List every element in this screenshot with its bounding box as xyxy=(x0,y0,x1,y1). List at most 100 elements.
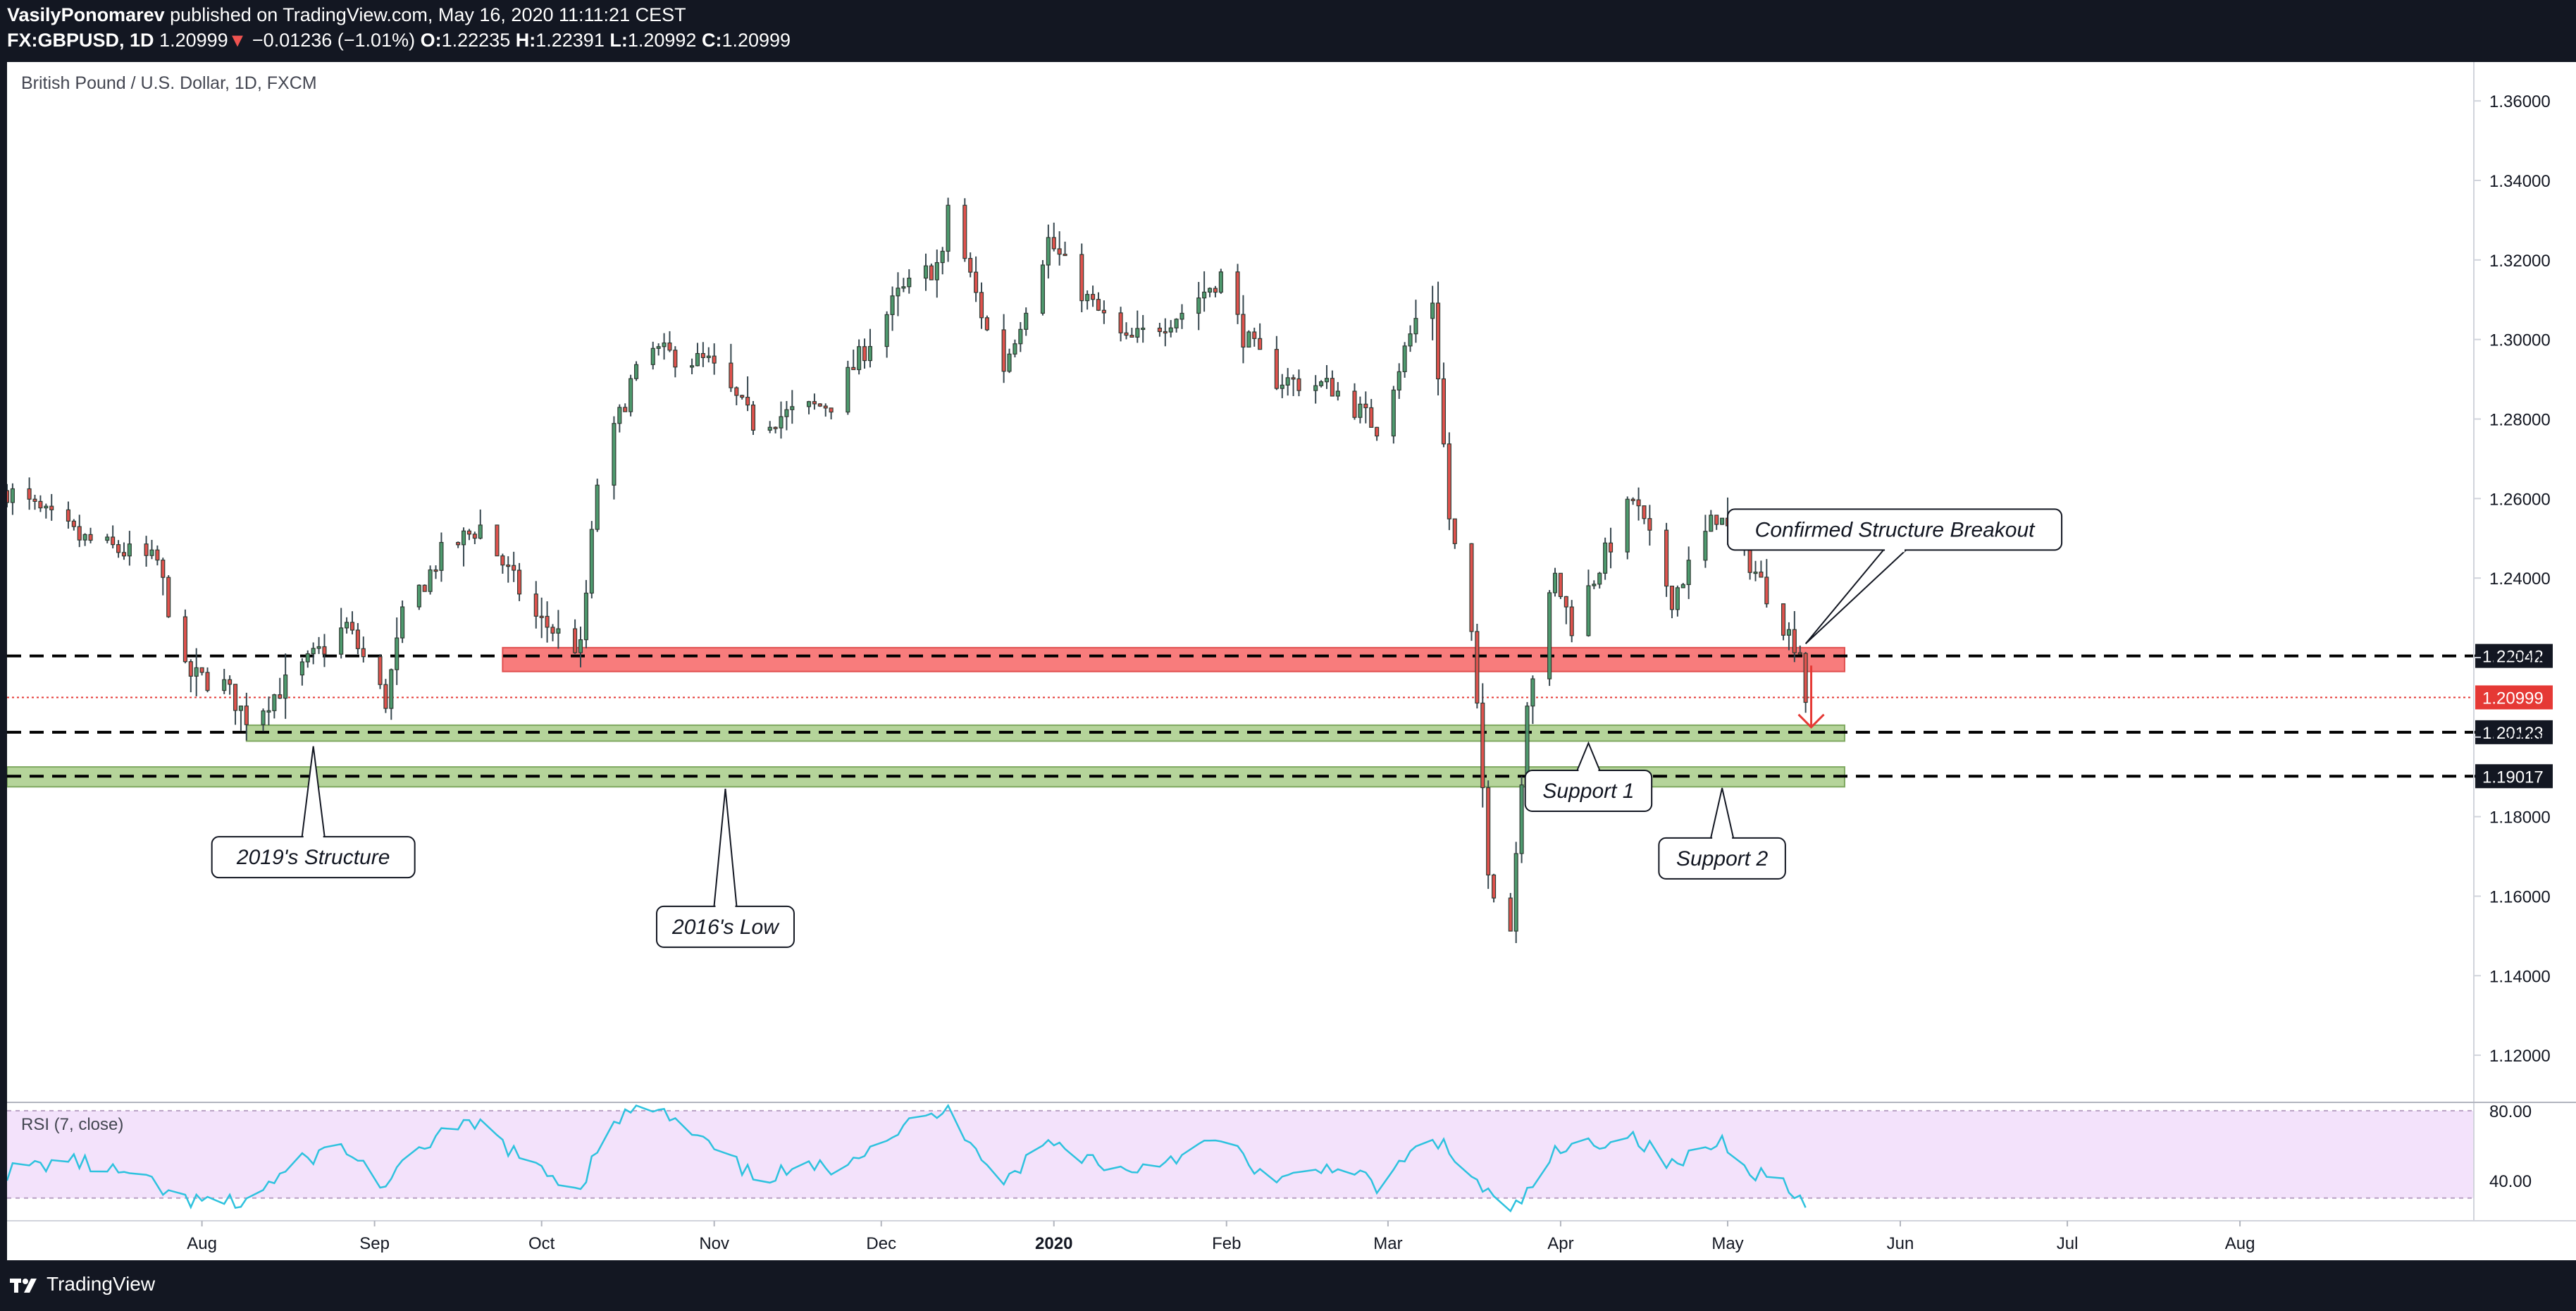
candle-body-down xyxy=(1452,518,1457,544)
candle xyxy=(1625,496,1630,560)
brand-name[interactable]: TradingView xyxy=(47,1273,156,1295)
candle-body-down xyxy=(823,405,828,409)
price-tick-label: 1.24000 xyxy=(2489,570,2551,589)
candle-body-up xyxy=(923,265,929,279)
candle xyxy=(278,677,283,699)
candle xyxy=(478,509,483,540)
candle xyxy=(690,358,695,375)
candle xyxy=(923,253,929,291)
candle xyxy=(1213,285,1218,297)
candle-body-up xyxy=(194,667,199,677)
candle xyxy=(829,407,834,420)
candle-body-up xyxy=(1720,517,1725,525)
candle-body-down xyxy=(729,362,733,388)
candle-body-down xyxy=(1124,332,1129,336)
candle xyxy=(439,532,444,582)
candle xyxy=(1519,776,1524,863)
tradingview-logo-icon[interactable] xyxy=(10,1274,41,1297)
candle-body-up xyxy=(1547,592,1552,679)
candle-body-down xyxy=(1563,596,1568,608)
candle xyxy=(466,529,471,541)
annotation-pointer xyxy=(1575,741,1601,771)
candle xyxy=(1118,307,1123,342)
candle-body-up xyxy=(1319,381,1324,386)
price-tick-label: 1.20000 xyxy=(2489,729,2551,748)
candle-body-up xyxy=(1024,312,1029,330)
candle xyxy=(812,393,817,410)
candle xyxy=(1001,314,1006,383)
candle-body-up xyxy=(82,534,87,541)
candle xyxy=(1091,285,1096,307)
candle xyxy=(1296,369,1301,397)
candle xyxy=(311,642,316,665)
candle-body-down xyxy=(1096,299,1101,311)
author-name[interactable]: VasilyPonomarev xyxy=(7,4,165,25)
candle-body-down xyxy=(77,526,82,541)
candle xyxy=(238,705,243,731)
candle-body-down xyxy=(817,403,822,407)
candle xyxy=(1124,322,1129,340)
candle xyxy=(1157,323,1162,337)
candle xyxy=(433,565,438,579)
candle-body-down xyxy=(1118,312,1123,333)
price-chart[interactable]: 1.22042 1.20123 1.19017 1.20999 Confirmed S… xyxy=(7,62,2576,1260)
candle xyxy=(656,343,661,356)
candle-body-down xyxy=(7,490,10,503)
candle xyxy=(734,386,739,405)
candle-body-down xyxy=(673,350,678,368)
candle-body-up xyxy=(1280,384,1284,389)
candle-body-up xyxy=(1335,390,1340,397)
candle xyxy=(272,694,277,719)
candle xyxy=(1007,348,1012,374)
candle xyxy=(1413,300,1418,343)
candle-body-down xyxy=(1241,314,1246,348)
change-value: −0.01236 (−1.01%) xyxy=(252,30,416,51)
candle-body-down xyxy=(1330,378,1335,397)
candle xyxy=(1547,590,1552,687)
candle xyxy=(77,515,82,548)
price-tick-label: 1.34000 xyxy=(2489,172,2551,191)
candle-body-up xyxy=(283,675,288,699)
chart-area[interactable]: 1.22042 1.20123 1.19017 1.20999 Confirmed S… xyxy=(7,62,2576,1260)
candle xyxy=(456,541,461,548)
annotation-callout[interactable]: Support 1 xyxy=(1524,741,1653,812)
candle xyxy=(116,540,121,558)
candle xyxy=(261,708,266,732)
annotation-callout[interactable]: Confirmed Structure Breakout xyxy=(1727,508,2063,644)
candle-body-down xyxy=(1792,629,1797,653)
candle xyxy=(695,343,700,367)
candle-body-down xyxy=(472,534,477,539)
candle-body-down xyxy=(116,544,121,553)
annotation-callout[interactable]: Support 2 xyxy=(1658,787,1786,880)
last-price-value: 1.20999 xyxy=(159,30,228,51)
annotation-callout[interactable]: 2016's Low xyxy=(655,789,795,948)
candle xyxy=(1563,596,1568,624)
candle-body-down xyxy=(71,520,76,527)
candle-body-up xyxy=(400,606,405,639)
candle xyxy=(1057,231,1062,266)
symbol-ohlc-line: FX:GBPUSD, 1D 1.20999▼ −0.01236 (−1.01%)… xyxy=(7,30,791,51)
candle xyxy=(650,341,655,370)
candle-body-up xyxy=(1703,531,1708,561)
candle-body-down xyxy=(1001,329,1006,372)
candle xyxy=(1280,374,1284,398)
candle-body-up xyxy=(1085,294,1090,302)
candle-body-down xyxy=(812,401,817,405)
candle-body-up xyxy=(650,347,655,365)
candle xyxy=(1135,310,1140,343)
candle-body-down xyxy=(1714,515,1719,525)
candle xyxy=(617,404,622,433)
annotation-callout[interactable]: 2019's Structure xyxy=(211,746,416,879)
candle-body-down xyxy=(750,405,756,431)
close-label: C: xyxy=(701,30,722,51)
candle xyxy=(182,609,187,664)
candle xyxy=(1608,527,1614,569)
candle xyxy=(10,483,15,515)
candle xyxy=(400,600,405,644)
candle xyxy=(1291,374,1296,396)
candle xyxy=(1324,364,1330,389)
candle-body-up xyxy=(395,637,400,670)
candle-body-down xyxy=(1469,543,1474,632)
annotation-joint xyxy=(303,835,323,839)
symbol-label[interactable]: FX:GBPUSD, 1D xyxy=(7,30,154,51)
